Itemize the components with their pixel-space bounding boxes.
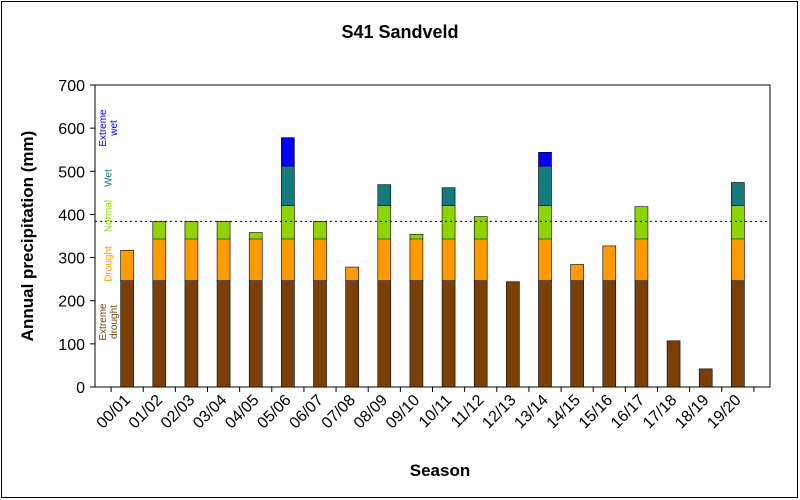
bar-01/02 [152,221,167,388]
bar-segment [731,205,745,240]
bar-segment [409,238,424,281]
y-tick-label: 300 [58,251,85,268]
bar-segment [152,280,167,388]
bar-14/15 [570,264,584,388]
bar-segment [281,205,295,240]
y-axis: 0 100 200 300 400 500 600 700 [58,78,95,397]
bar-segment [216,238,231,281]
bar-segment [377,205,392,240]
bar-segment [345,266,359,281]
bar-04/05 [248,232,263,388]
bar-segment [441,280,456,388]
bar-segment [248,238,263,281]
bar-segment [281,238,295,281]
plot-area [94,84,771,388]
x-axis-title: Season [410,461,470,480]
bar-segment [152,221,167,240]
bar-segment [441,205,456,240]
bar-segment [473,238,488,281]
bar-08/09 [377,184,392,388]
bar-19/20 [731,182,745,388]
chart-title: S41 Sandveld [341,22,458,42]
bar-segment [281,137,295,167]
bar-segment [216,280,231,388]
bar-segment [313,280,327,388]
bar-segment [473,216,488,240]
y-axis-title: Annual precipitation (mm) [18,131,37,342]
bar-segment [184,280,199,388]
bar-segment [570,264,584,281]
bar-segment [345,280,359,388]
y-tick-label: 600 [58,121,85,138]
bar-segment [570,280,584,388]
bar-segment [409,233,424,240]
bar-segment [184,238,199,281]
y-tick-label: 0 [76,380,85,397]
bar-02/03 [184,221,199,388]
bar-segment [281,280,295,388]
bar-18/19 [698,368,713,388]
bar-segment [538,205,552,240]
bar-segment [506,281,520,388]
bar-13/14 [538,152,552,388]
bar-segment [634,238,649,281]
bar-segment [602,280,617,388]
bar-segment [120,249,134,281]
bar-segment [313,238,327,281]
y-tick-label: 400 [58,207,85,224]
bar-segment [248,232,263,240]
bar-09/10 [409,233,424,388]
bar-segment [538,238,552,281]
bar-segment [377,184,392,207]
bar-12/13 [506,281,520,388]
bar-segment [409,280,424,388]
bar-segment [731,238,745,281]
bar-15/16 [602,245,617,388]
bar-segment [602,245,617,281]
bar-segment [473,280,488,388]
y-tick-label: 700 [58,78,85,95]
y-tick-label: 200 [58,294,85,311]
bar-segment [666,340,681,388]
bar-segment [152,238,167,281]
band-label: Normal [104,200,115,232]
bar-segment [538,166,552,207]
bar-segment [120,280,134,388]
bar-segment [216,221,231,240]
bar-segment [313,221,327,240]
bar-segment [538,280,552,388]
y-tick-label: 500 [58,164,85,181]
bar-segment [441,238,456,281]
bar-segment [698,368,713,388]
bar-17/18 [666,340,681,388]
bar-05/06 [281,137,295,388]
bar-segment [377,280,392,388]
bar-segment [377,238,392,281]
bar-06/07 [313,221,327,388]
bar-segment [731,280,745,388]
band-labels: Extremedrought Drought Normal Wet Extremewet [98,109,120,341]
bar-00/01 [120,249,134,388]
band-label: Extremedrought [98,303,120,341]
bar-segment [731,182,745,207]
bars-layer [120,137,745,388]
bar-07/08 [345,266,359,388]
band-label: Drought [104,246,115,282]
band-label: Wet [104,169,115,187]
bar-segment [184,221,199,240]
band-label: Extremewet [98,109,120,147]
bar-segment [538,152,552,167]
bar-segment [248,280,263,388]
bar-16/17 [634,206,649,388]
bar-segment [441,187,456,207]
bar-10/11 [441,187,456,388]
bar-segment [634,280,649,388]
bar-03/04 [216,221,231,388]
bar-11/12 [473,216,488,388]
bar-segment [634,206,649,240]
bar-segment [281,166,295,207]
y-tick-label: 100 [58,337,85,354]
